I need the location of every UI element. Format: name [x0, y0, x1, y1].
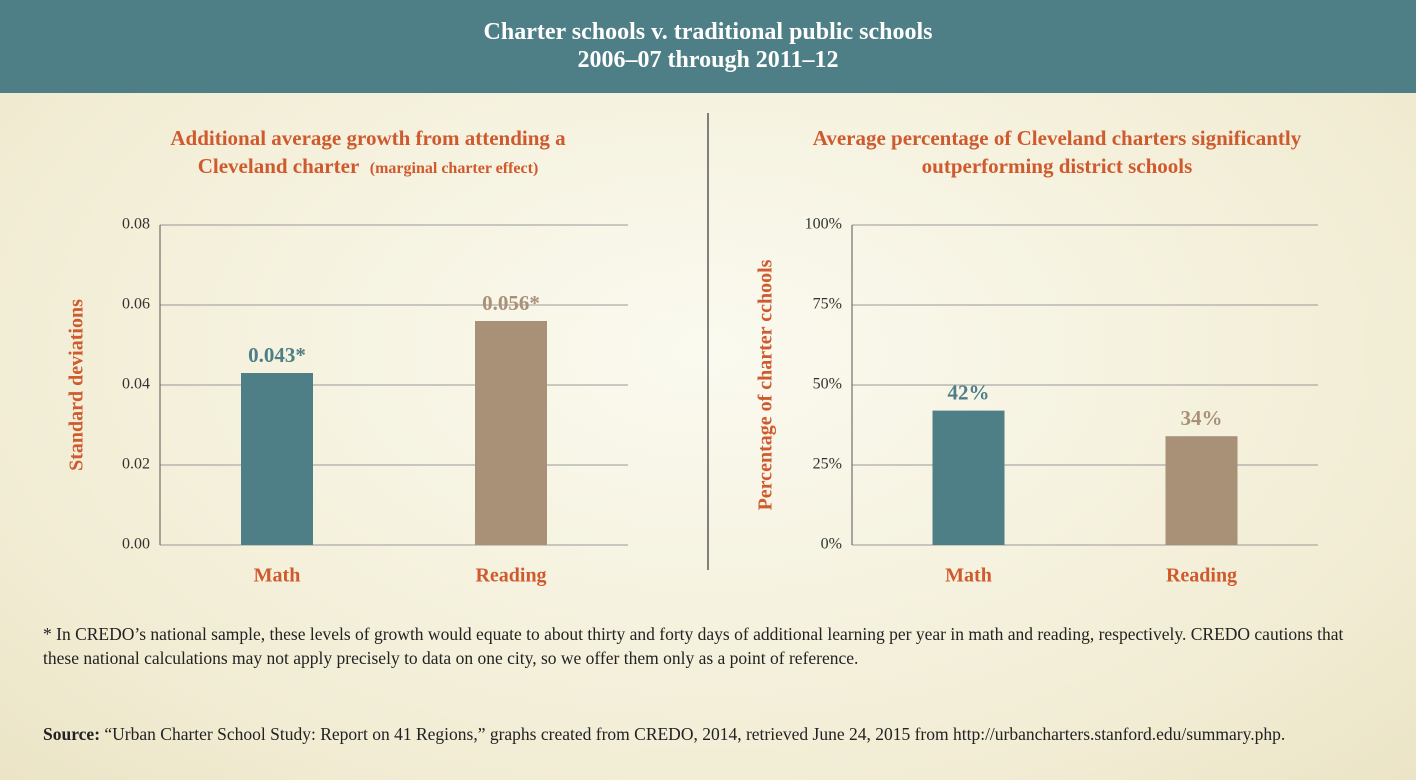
chart-title: Additional average growth from attending… — [170, 126, 566, 178]
bar — [475, 321, 547, 545]
x-tick-label: Math — [254, 565, 301, 587]
y-tick-label: 0.04 — [122, 376, 150, 393]
header-subtitle: 2006–07 through 2011–12 — [577, 47, 839, 73]
y-tick-label: 0.06 — [122, 296, 150, 313]
bar — [932, 410, 1005, 545]
x-tick-label: Reading — [475, 565, 546, 587]
chart-title-note: (marginal charter effect) — [369, 160, 539, 177]
header: Charter schools v. traditional public sc… — [0, 0, 1416, 93]
source: Source: “Urban Charter School Study: Rep… — [43, 722, 1303, 746]
y-tick-label: 25% — [813, 456, 842, 473]
y-tick-label: 50% — [813, 376, 842, 393]
value-label: 42% — [948, 380, 990, 404]
value-label: 0.043* — [248, 343, 306, 367]
y-tick-label: 0.00 — [122, 536, 150, 553]
footnote: * In CREDO’s national sample, these leve… — [43, 624, 1344, 668]
value-label: 34% — [1181, 406, 1223, 430]
value-label: 0.056* — [482, 291, 540, 315]
y-axis-label: Standard deviations — [66, 299, 88, 471]
header-title: Charter schools v. traditional public sc… — [483, 19, 933, 45]
y-tick-label: 75% — [813, 296, 842, 313]
x-tick-label: Reading — [1166, 565, 1237, 587]
y-axis-label: Percentage of charter cchools — [755, 259, 777, 510]
source-text: “Urban Charter School Study: Report on 4… — [104, 724, 1286, 744]
y-tick-label: 100% — [805, 216, 842, 233]
chart-title-box: Additional average growth from attending… — [128, 124, 608, 183]
chart-title: Average percentage of Cleveland charters… — [812, 126, 1302, 178]
y-tick-label: 0.02 — [122, 456, 150, 473]
bar — [241, 373, 313, 545]
y-tick-label: 0% — [821, 536, 842, 553]
bar — [1165, 436, 1238, 545]
y-tick-label: 0.08 — [122, 216, 150, 233]
x-tick-label: Math — [945, 565, 992, 587]
source-label: Source: — [43, 724, 101, 744]
